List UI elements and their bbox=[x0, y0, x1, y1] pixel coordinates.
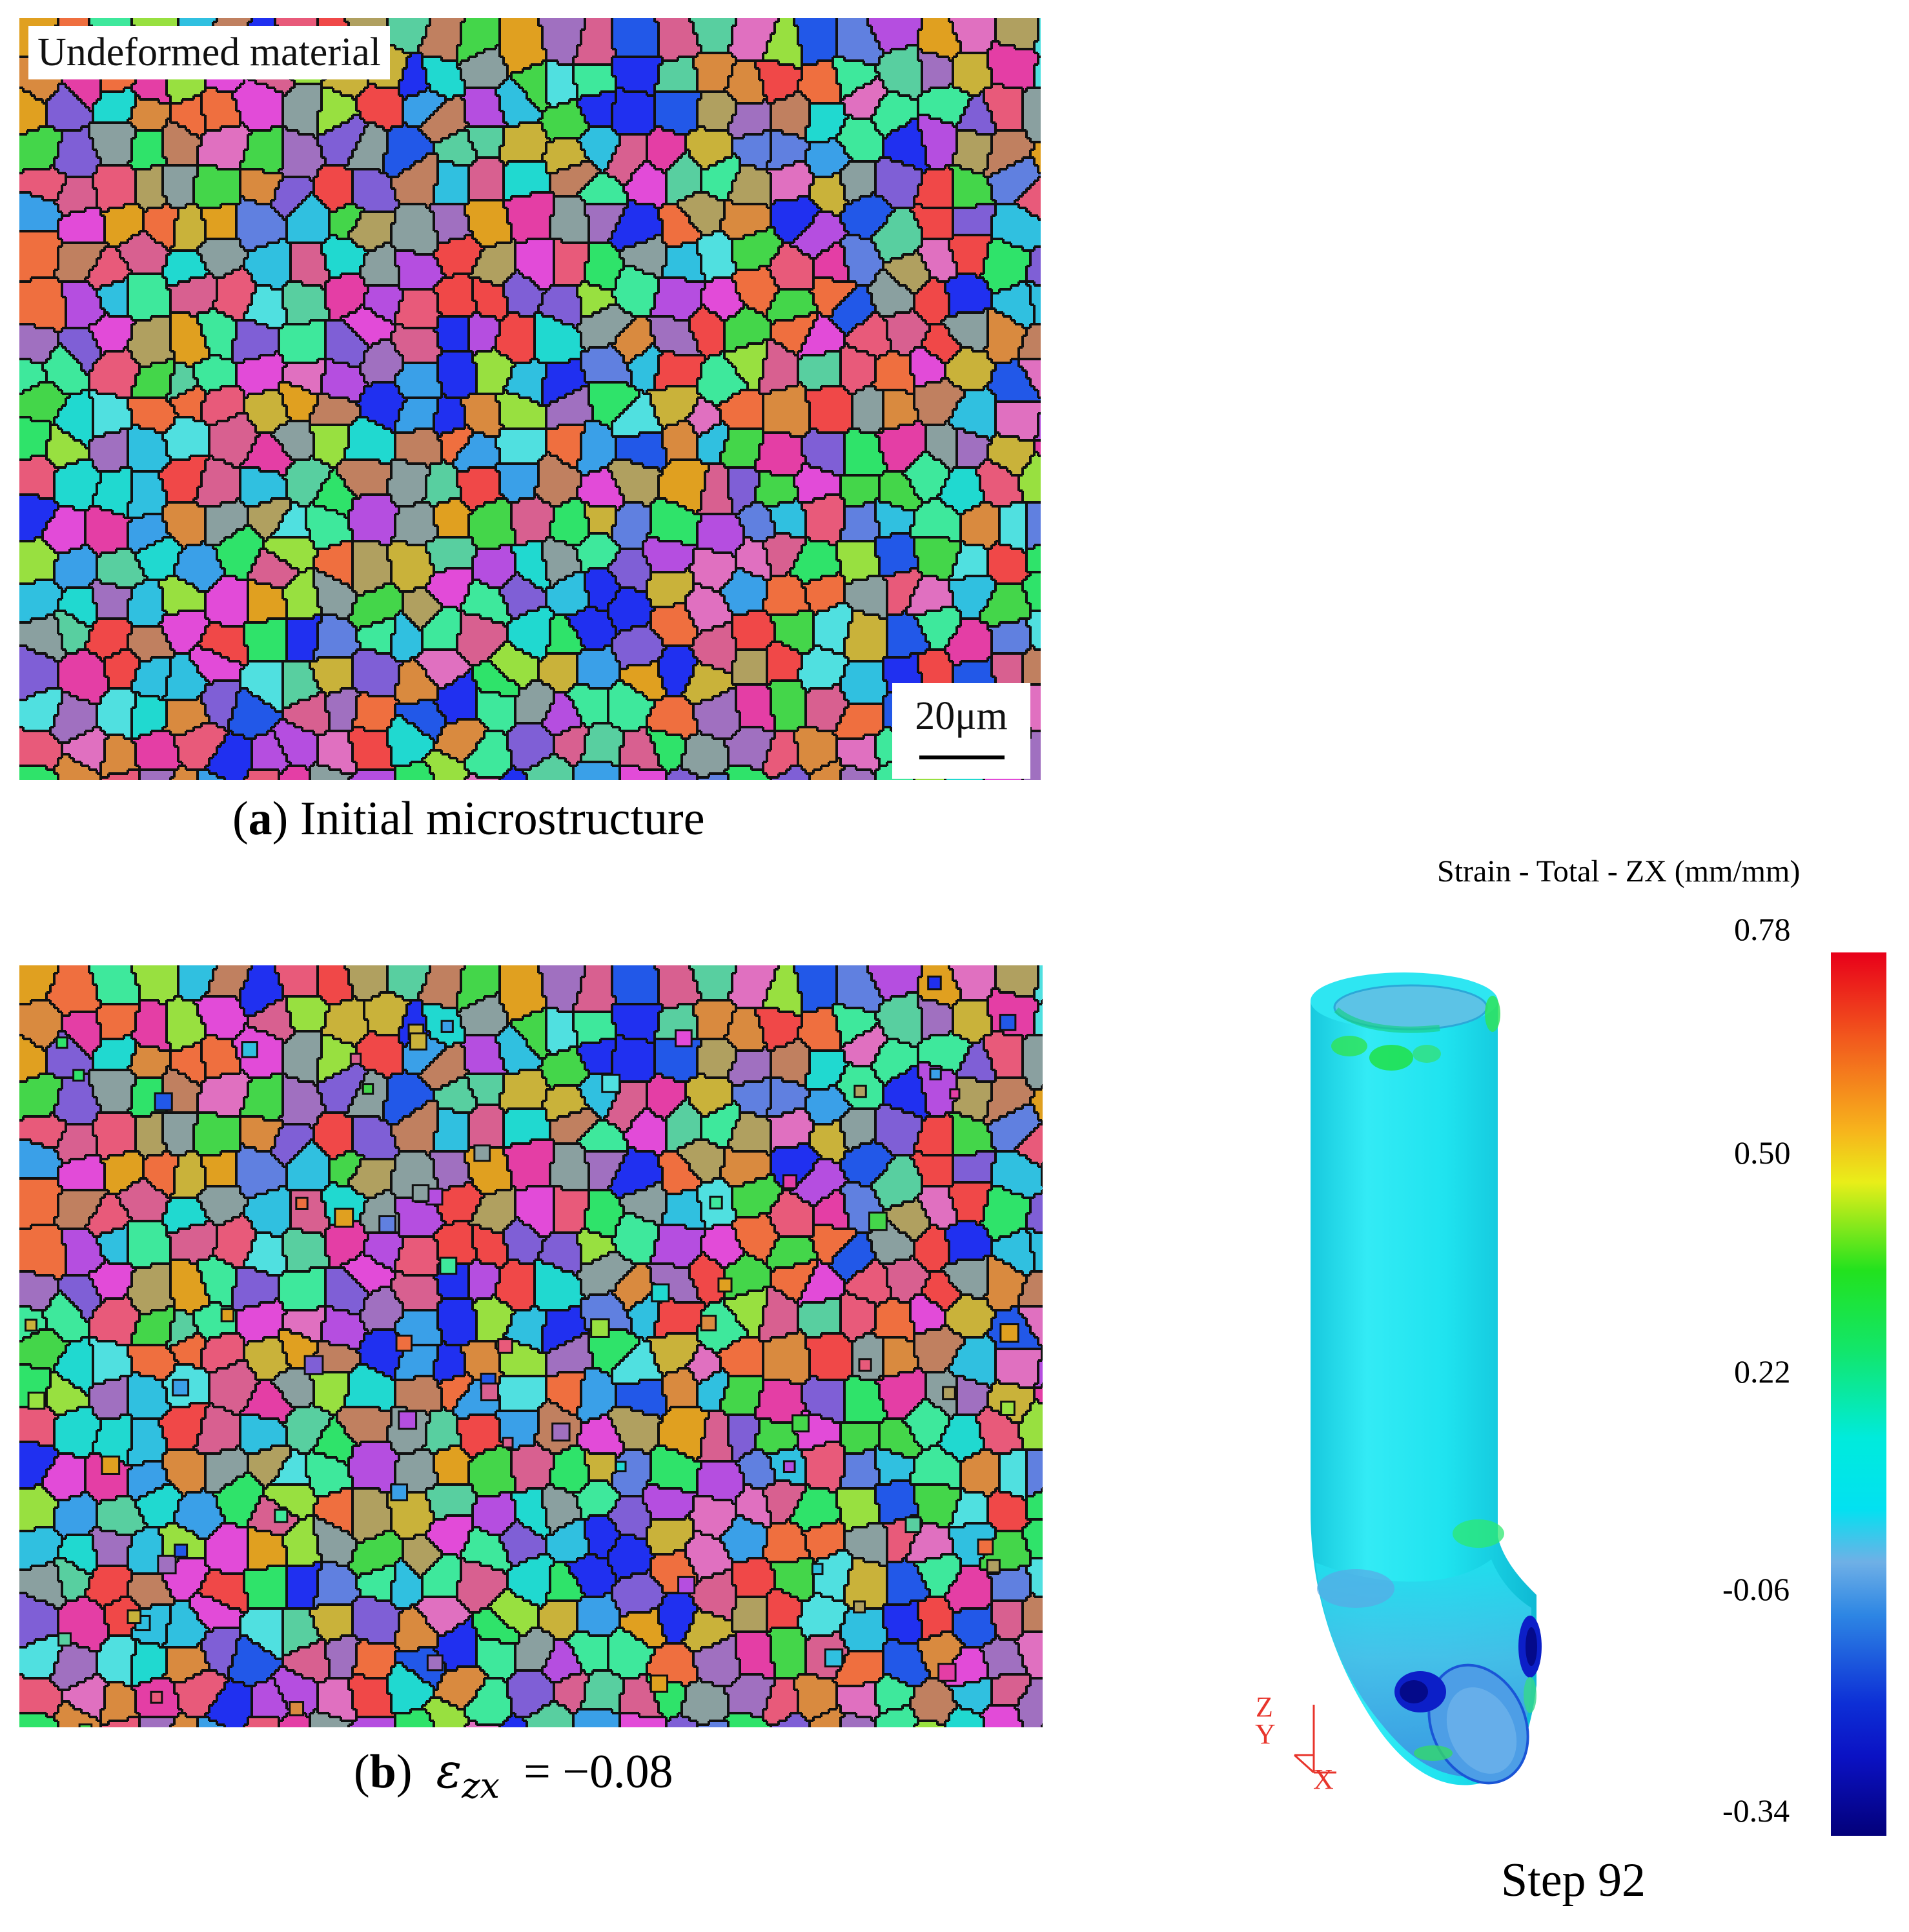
caption-a-text: Initial microstructure bbox=[300, 792, 705, 845]
scale-bar-line bbox=[919, 755, 1005, 759]
caption-b-subscript: zx bbox=[462, 1765, 500, 1806]
caption-a-letter: a bbox=[248, 792, 272, 845]
colorbar-tick-3: -0.06 bbox=[1722, 1571, 1790, 1607]
step-label: Step 92 bbox=[1501, 1854, 1646, 1907]
scale-bar: 20μm bbox=[892, 683, 1030, 779]
legend-title: Strain - Total - ZX (mm/mm) bbox=[1437, 854, 1801, 889]
grain-map-b bbox=[19, 965, 1043, 1727]
inset-label-text: Undeformed material bbox=[37, 30, 381, 74]
colorbar-tick-0: 0.78 bbox=[1734, 911, 1791, 947]
grain-map-a bbox=[19, 18, 1041, 780]
caption-b: (b) εzx = −0.08 bbox=[354, 1743, 673, 1806]
colorbar-tick-1: 0.50 bbox=[1734, 1135, 1791, 1171]
caption-b-value: = −0.08 bbox=[524, 1745, 673, 1798]
scale-bar-label: 20μm bbox=[915, 694, 1008, 738]
axis-label-y: Y bbox=[1255, 1718, 1276, 1750]
axis-label-z: Z bbox=[1256, 1691, 1273, 1723]
microstructure-map-initial: Undeformed material 20μm bbox=[19, 18, 1041, 780]
deformed-tube-model bbox=[1311, 972, 1542, 1785]
microstructure-map-deformed bbox=[19, 965, 1043, 1727]
axis-label-x: X bbox=[1313, 1763, 1334, 1795]
colorbar-tick-2: 0.22 bbox=[1734, 1353, 1791, 1390]
inset-label-undeformed: Undeformed material bbox=[28, 26, 390, 79]
caption-a: (a) Initial microstructure bbox=[232, 792, 705, 845]
colorbar bbox=[1831, 952, 1886, 1836]
caption-b-letter: b bbox=[369, 1745, 396, 1798]
axis-triad bbox=[1293, 1705, 1336, 1774]
triad-lines bbox=[1293, 1705, 1336, 1774]
colorbar-tick-4: -0.34 bbox=[1722, 1793, 1790, 1829]
caption-b-symbol: ε bbox=[436, 1743, 462, 1799]
